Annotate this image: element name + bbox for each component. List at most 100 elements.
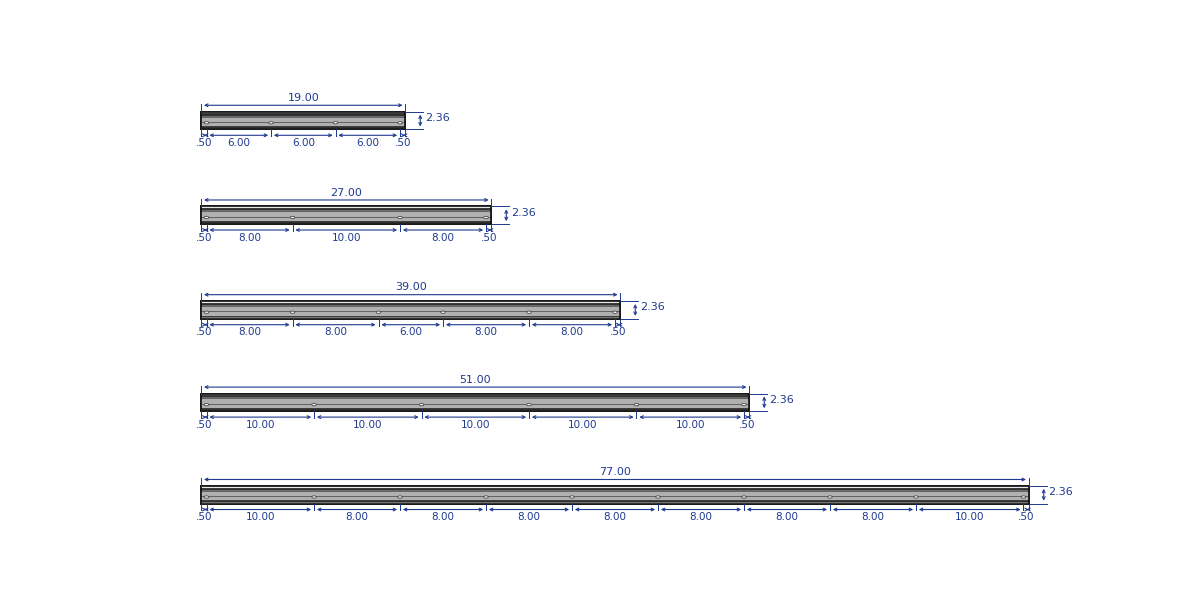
Bar (202, 116, 406, 122)
Circle shape (570, 496, 575, 498)
Bar (202, 410, 749, 411)
Circle shape (913, 496, 918, 498)
Text: 8.00: 8.00 (324, 328, 347, 337)
Circle shape (828, 496, 833, 498)
Bar (202, 317, 620, 319)
Bar (202, 217, 491, 218)
Bar (202, 126, 406, 128)
Text: 10.00: 10.00 (353, 420, 383, 430)
Bar (202, 206, 491, 208)
Circle shape (312, 496, 317, 498)
Text: .50: .50 (196, 512, 212, 522)
Text: 8.00: 8.00 (238, 233, 262, 243)
Text: 8.00: 8.00 (775, 512, 798, 522)
Bar (202, 496, 1028, 498)
Text: .50: .50 (196, 328, 212, 337)
Bar (202, 301, 620, 303)
Circle shape (204, 403, 209, 406)
Text: 8.00: 8.00 (604, 512, 626, 522)
Circle shape (377, 311, 380, 313)
Bar (202, 316, 620, 317)
Bar (202, 216, 491, 221)
Circle shape (204, 217, 209, 218)
Text: 8.00: 8.00 (346, 512, 368, 522)
Circle shape (204, 311, 209, 313)
Text: 6.00: 6.00 (356, 138, 379, 148)
Bar (202, 311, 620, 313)
Circle shape (269, 122, 274, 124)
Text: 2.36: 2.36 (769, 395, 793, 404)
Circle shape (290, 217, 295, 218)
Bar (202, 488, 1028, 490)
Circle shape (742, 403, 746, 406)
Bar (202, 221, 491, 223)
Text: 10.00: 10.00 (246, 512, 275, 522)
Circle shape (655, 496, 660, 498)
Text: 27.00: 27.00 (330, 188, 362, 197)
Bar (202, 398, 749, 404)
Text: .50: .50 (395, 138, 410, 148)
Text: 2.36: 2.36 (1049, 487, 1073, 497)
Circle shape (290, 311, 295, 313)
Bar (202, 122, 406, 124)
Circle shape (334, 122, 338, 124)
Text: 8.00: 8.00 (862, 512, 884, 522)
Circle shape (397, 122, 402, 124)
Circle shape (1021, 496, 1026, 498)
Bar (202, 128, 406, 129)
Text: 19.00: 19.00 (287, 93, 319, 103)
Bar (202, 206, 491, 224)
Bar (202, 403, 749, 408)
Text: .50: .50 (196, 233, 212, 243)
Text: .50: .50 (610, 328, 626, 337)
Bar (202, 122, 406, 126)
Circle shape (312, 403, 317, 406)
Text: 10.00: 10.00 (568, 420, 598, 430)
Text: .50: .50 (1018, 512, 1034, 522)
Bar (202, 211, 491, 217)
Text: 77.00: 77.00 (599, 467, 631, 477)
Circle shape (204, 122, 209, 124)
Bar (202, 306, 620, 311)
Bar (202, 408, 749, 410)
Text: 8.00: 8.00 (238, 328, 262, 337)
Bar (202, 394, 749, 411)
Text: 8.00: 8.00 (560, 328, 583, 337)
Circle shape (527, 403, 532, 406)
Bar (202, 394, 749, 395)
Circle shape (484, 496, 488, 498)
Circle shape (419, 403, 424, 406)
Bar (202, 486, 1028, 488)
Text: 6.00: 6.00 (292, 138, 314, 148)
Bar (202, 113, 406, 116)
Bar (202, 486, 1028, 503)
Bar (202, 112, 406, 129)
Bar (202, 223, 491, 224)
Bar (202, 301, 620, 319)
Circle shape (397, 217, 402, 218)
Text: 8.00: 8.00 (474, 328, 498, 337)
Text: 10.00: 10.00 (461, 420, 490, 430)
Text: 10.00: 10.00 (331, 233, 361, 243)
Text: 8.00: 8.00 (690, 512, 713, 522)
Circle shape (204, 496, 209, 498)
Bar (202, 496, 1028, 500)
Bar (202, 208, 491, 211)
Text: 39.00: 39.00 (395, 283, 427, 292)
Text: 2.36: 2.36 (425, 113, 450, 123)
Text: .50: .50 (738, 420, 755, 430)
Text: 2.36: 2.36 (511, 208, 535, 218)
Text: 8.00: 8.00 (432, 233, 455, 243)
Circle shape (613, 311, 617, 313)
Text: .50: .50 (480, 233, 497, 243)
Text: 51.00: 51.00 (460, 375, 491, 385)
Bar (202, 112, 406, 113)
Bar (202, 502, 1028, 503)
Text: 2.36: 2.36 (640, 302, 665, 312)
Text: 8.00: 8.00 (432, 512, 455, 522)
Text: 10.00: 10.00 (246, 420, 275, 430)
Text: 10.00: 10.00 (955, 512, 984, 522)
Bar (202, 491, 1028, 496)
Bar (202, 303, 620, 305)
Circle shape (527, 311, 532, 313)
